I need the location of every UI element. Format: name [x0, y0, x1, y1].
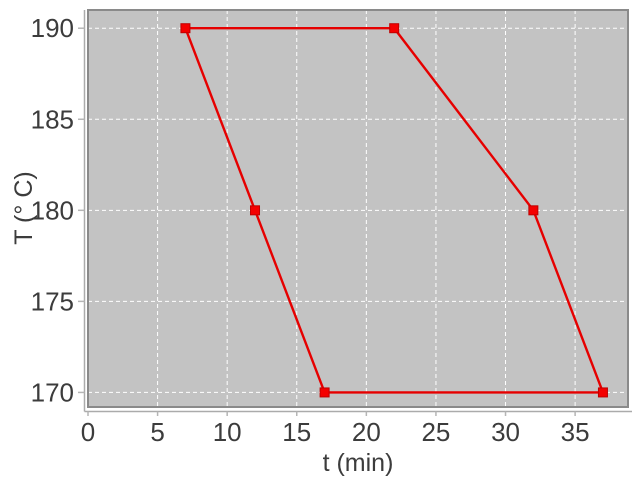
y-tick-label-170: 170	[31, 377, 74, 407]
x-tick-label-10: 10	[213, 417, 242, 447]
plot-area	[88, 10, 628, 407]
y-tick-label-175: 175	[31, 286, 74, 316]
x-tick-label-0: 0	[81, 417, 95, 447]
tick-marks	[78, 27, 576, 416]
data-point-marker	[597, 387, 608, 398]
data-series	[180, 23, 608, 398]
data-point-marker	[389, 23, 400, 34]
tick-labels: 0 5 10 15 20 25 30 35 170 175 180 185 190	[31, 13, 590, 447]
x-tick-label-35: 35	[561, 417, 590, 447]
plot-border	[87, 9, 629, 408]
data-point-marker	[250, 205, 261, 216]
data-point-marker	[528, 205, 539, 216]
x-axis-title: t (min)	[323, 449, 394, 477]
y-tick-label-180: 180	[31, 195, 74, 225]
y-tick-label-190: 190	[31, 13, 74, 43]
x-tick-label-20: 20	[352, 417, 381, 447]
x-tick-label-5: 5	[150, 417, 164, 447]
x-tick-label-25: 25	[421, 417, 450, 447]
y-tick-label-185: 185	[31, 104, 74, 134]
x-tick-label-30: 30	[491, 417, 520, 447]
data-point-marker	[319, 387, 330, 398]
data-point-marker	[180, 23, 191, 34]
y-axis-title: T (° C)	[10, 171, 38, 244]
x-tick-label-15: 15	[282, 417, 311, 447]
